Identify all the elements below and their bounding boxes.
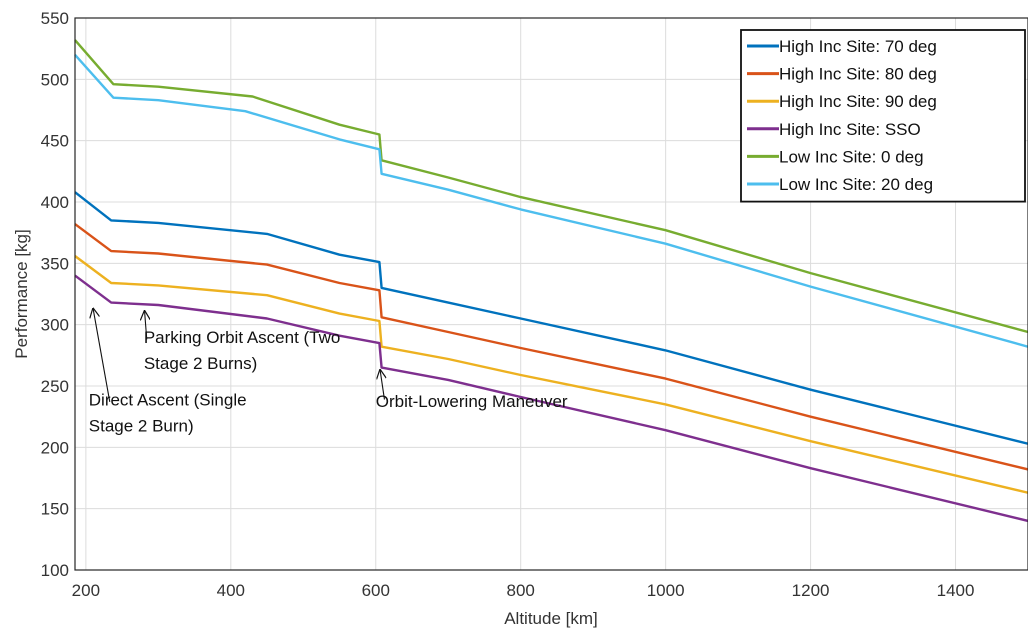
annotation-text-2: Direct Ascent (Single	[89, 391, 247, 410]
annotation-text-1: Parking Orbit Ascent (Two	[144, 328, 341, 347]
y-tick-label: 100	[41, 561, 69, 580]
x-tick-label: 1200	[792, 581, 830, 600]
series-line-6	[74, 53, 1028, 348]
series-lines	[74, 39, 1028, 523]
y-axis-label: Performance [kg]	[12, 229, 31, 358]
x-axis-label: Altitude [km]	[504, 609, 598, 628]
legend-label-4: High Inc Site: SSO	[779, 120, 921, 139]
annotation-arrow-1	[145, 311, 147, 340]
legend-label-6: Low Inc Site: 20 deg	[779, 175, 933, 194]
legend-label-5: Low Inc Site: 0 deg	[779, 147, 924, 166]
annotation-text-2: Stage 2 Burn)	[89, 417, 194, 436]
y-tick-label: 350	[41, 254, 69, 273]
annotation-arrow-2	[93, 309, 111, 403]
legend-box	[740, 29, 1026, 203]
y-tick-label: 300	[41, 316, 69, 335]
y-tick-label: 450	[41, 132, 69, 151]
annotation-text-3: Orbit-Lowering Maneuver	[376, 392, 568, 411]
legend-label-1: High Inc Site: 70 deg	[779, 37, 937, 56]
legend: High Inc Site: 70 deg High Inc Site: 80 d…	[740, 29, 1026, 203]
series-line-4	[74, 274, 1028, 523]
tick-labels: 200 400 600 800 1000 1200 1400 100 150 200 250 300 3…	[41, 9, 975, 600]
y-tick-label: 400	[41, 193, 69, 212]
annotations: Parking Orbit Ascent (Two Stage 2 Burns) D…	[89, 309, 568, 436]
x-tick-label: 1400	[937, 581, 975, 600]
annotation-arrow-3	[380, 370, 384, 400]
series-line-2	[74, 223, 1028, 471]
legend-label-3: High Inc Site: 90 deg	[779, 92, 937, 111]
x-tick-label: 1000	[647, 581, 685, 600]
y-tick-label: 550	[41, 9, 69, 28]
x-tick-label: 600	[362, 581, 390, 600]
legend-label-2: High Inc Site: 80 deg	[779, 65, 937, 84]
y-tick-label: 150	[41, 500, 69, 519]
y-tick-label: 500	[41, 70, 69, 89]
x-tick-label: 200	[72, 581, 100, 600]
series-line-5	[74, 39, 1028, 334]
series-line-1	[74, 191, 1028, 445]
annotation-text-1: Stage 2 Burns)	[144, 354, 257, 373]
x-tick-label: 800	[507, 581, 535, 600]
x-tick-label: 400	[217, 581, 245, 600]
series-line-3	[74, 255, 1028, 494]
y-tick-label: 250	[41, 377, 69, 396]
y-tick-label: 200	[41, 438, 69, 457]
plot-frame	[74, 17, 1028, 571]
